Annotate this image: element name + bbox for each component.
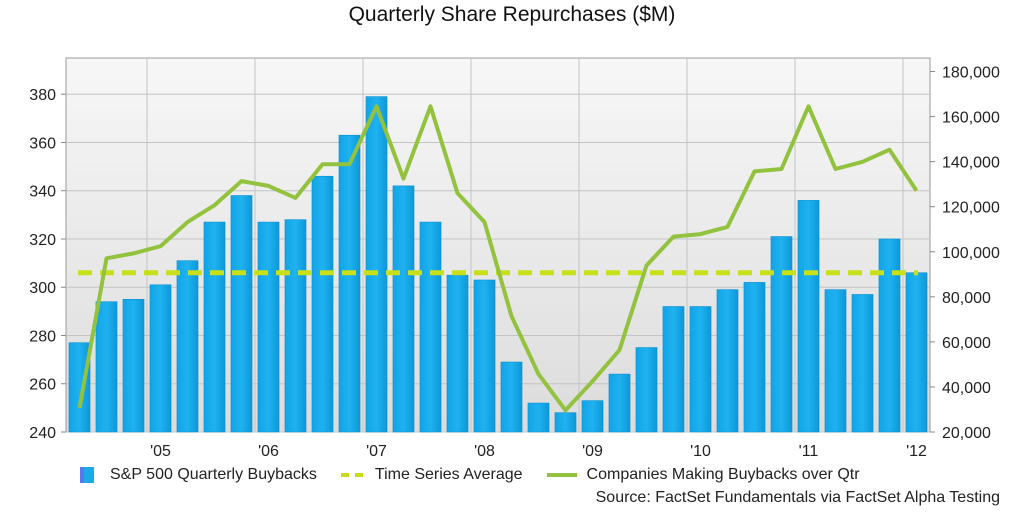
bar: [635, 347, 658, 433]
chart-title: Quarterly Share Repurchases ($M): [348, 3, 676, 26]
bar: [500, 361, 523, 433]
legend-label-companies: Companies Making Buybacks over Qtr: [586, 466, 860, 483]
y-left-tick-label: 300: [29, 280, 56, 297]
bar: [581, 400, 604, 433]
y-left-tick-label: 320: [29, 232, 56, 249]
legend-label-average: Time Series Average: [374, 466, 523, 483]
bar: [527, 402, 550, 433]
legend-swatch-bars: [80, 467, 94, 483]
bar: [905, 272, 928, 433]
x-tick-label: '06: [258, 443, 279, 460]
bar: [122, 298, 145, 433]
bar: [824, 289, 847, 433]
bar: [716, 289, 739, 433]
y-right-tick-label: 120,000: [942, 200, 1000, 217]
y-right-tick-label: 180,000: [942, 65, 1000, 82]
y-right-tick-label: 20,000: [942, 425, 991, 442]
bar: [365, 96, 388, 433]
y-right-tick-label: 100,000: [942, 245, 1000, 262]
bar: [338, 134, 361, 433]
y-right-tick-label: 60,000: [942, 335, 991, 352]
bar: [203, 221, 226, 433]
x-tick-label: '05: [150, 443, 171, 460]
legend: S&P 500 Quarterly Buybacks Time Series A…: [80, 466, 884, 484]
companies-line: [77, 104, 919, 413]
x-tick-label: '10: [690, 443, 711, 460]
bar: [446, 274, 469, 433]
bar: [797, 200, 820, 433]
bar: [176, 260, 199, 433]
bar: [284, 219, 307, 433]
bar: [419, 221, 442, 433]
legend-item-companies: Companies Making Buybacks over Qtr: [546, 466, 860, 484]
bar: [743, 282, 766, 433]
bar: [392, 185, 415, 433]
y-left-tick-label: 280: [29, 328, 56, 345]
bar: [230, 195, 253, 433]
y-left-tick-label: 260: [29, 377, 56, 394]
bar: [608, 373, 631, 433]
bar: [662, 306, 685, 433]
bar: [770, 236, 793, 433]
legend-item-buybacks: S&P 500 Quarterly Buybacks: [80, 466, 317, 484]
bar: [68, 342, 91, 433]
bar: [311, 175, 334, 433]
bar: [878, 238, 901, 433]
y-right-tick-label: 160,000: [942, 110, 1000, 127]
bar: [473, 279, 496, 433]
bar: [95, 301, 118, 433]
legend-label-buybacks: S&P 500 Quarterly Buybacks: [110, 466, 317, 483]
y-right-tick-label: 40,000: [942, 380, 991, 397]
bar: [554, 412, 577, 433]
x-tick-label: '07: [366, 443, 387, 460]
legend-item-average: Time Series Average: [340, 466, 523, 484]
y-right-tick-label: 140,000: [942, 155, 1000, 172]
x-tick-label: '12: [906, 443, 927, 460]
bar: [689, 306, 712, 433]
x-tick-label: '09: [582, 443, 603, 460]
bar: [149, 284, 172, 433]
y-left-tick-label: 380: [29, 87, 56, 104]
x-tick-label: '11: [799, 443, 819, 460]
legend-swatch-line: [546, 473, 577, 477]
source-note: Source: FactSet Fundamentals via FactSet…: [595, 489, 1000, 506]
bar: [851, 294, 874, 433]
y-left-tick-label: 360: [29, 135, 56, 152]
x-tick-label: '08: [474, 443, 495, 460]
y-right-tick-label: 80,000: [942, 290, 991, 307]
y-left-tick-label: 340: [29, 184, 56, 201]
bar: [257, 221, 280, 433]
legend-swatch-dashed: [340, 473, 363, 477]
y-left-tick-label: 240: [29, 425, 56, 442]
